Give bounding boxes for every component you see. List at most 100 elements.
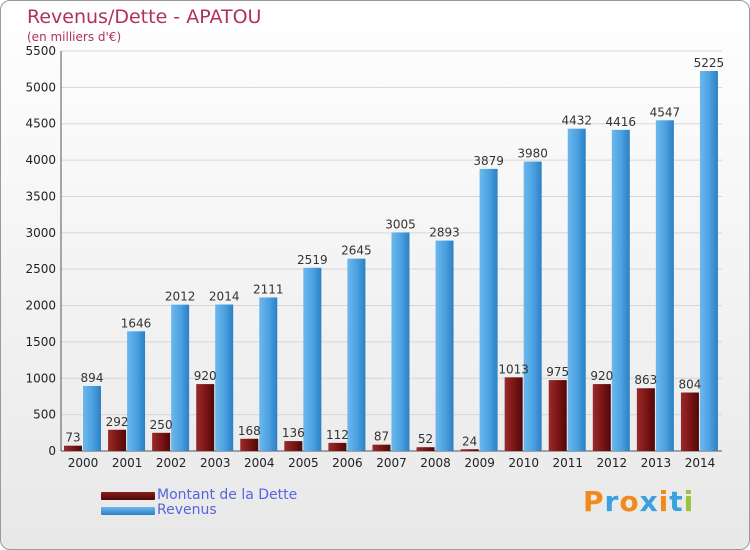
data-label-debt: 52 (418, 432, 433, 446)
bar-debt (328, 442, 347, 451)
y-tick-label: 3500 (25, 189, 56, 203)
data-label-debt: 804 (678, 378, 701, 392)
x-tick-label: 2008 (420, 456, 451, 470)
x-tick-label: 2002 (156, 456, 187, 470)
data-label-revenus: 2645 (341, 244, 372, 258)
bar-revenus (127, 331, 146, 451)
x-tick-label: 2012 (597, 456, 628, 470)
logo-letter: i (683, 485, 695, 518)
x-tick-label: 2013 (641, 456, 672, 470)
logo-letter: o (619, 485, 640, 518)
data-label-debt: 920 (194, 369, 217, 383)
y-tick-label: 4500 (25, 117, 56, 131)
data-label-debt: 73 (65, 431, 80, 445)
bar-debt (152, 432, 171, 451)
bar-revenus (83, 385, 101, 451)
bar-revenus (655, 120, 674, 452)
data-label-revenus: 4432 (561, 114, 592, 128)
data-label-revenus: 3879 (473, 154, 504, 168)
chart-subtitle: (en milliers d'€) (27, 30, 122, 44)
logo-letter: x (639, 485, 659, 518)
x-tick-label: 2001 (112, 456, 143, 470)
bar-revenus (523, 161, 542, 451)
x-tick-label: 2014 (685, 456, 716, 470)
y-tick-label: 2500 (25, 262, 56, 276)
bar-debt (196, 384, 215, 451)
data-label-revenus: 2012 (165, 290, 196, 304)
bar-debt (460, 449, 479, 451)
logo-letter: i (658, 485, 670, 518)
bar-revenus (611, 129, 630, 451)
bar-revenus (259, 297, 278, 451)
x-tick-label: 2004 (244, 456, 275, 470)
bar-revenus (479, 168, 498, 451)
y-tick-label: 2000 (25, 299, 56, 313)
data-label-debt: 1013 (498, 362, 529, 376)
proxiti-logo: Proxiti (583, 485, 694, 518)
y-tick-label: 5500 (25, 44, 56, 58)
data-label-debt: 292 (106, 415, 129, 429)
bar-debt (636, 388, 655, 451)
data-label-revenus: 5225 (694, 56, 725, 70)
y-tick-label: 500 (33, 408, 56, 422)
x-tick-label: 2011 (552, 456, 583, 470)
data-label-debt: 136 (282, 426, 305, 440)
data-label-debt: 112 (326, 428, 349, 442)
data-label-revenus: 2893 (429, 226, 460, 240)
logo-letter: r (604, 485, 620, 518)
data-label-revenus: 894 (81, 371, 104, 385)
data-label-debt: 920 (590, 369, 613, 383)
bar-debt (372, 444, 391, 451)
x-tick-label: 2009 (464, 456, 495, 470)
bar-revenus (303, 267, 322, 451)
bar-debt (64, 445, 82, 451)
bar-debt (240, 438, 259, 451)
x-tick-label: 2007 (376, 456, 407, 470)
logo-letter: P (583, 485, 605, 518)
data-label-debt: 24 (462, 434, 477, 448)
data-label-debt: 168 (238, 424, 261, 438)
legend-swatch-revenus (101, 507, 155, 515)
data-label-revenus: 4547 (650, 105, 681, 119)
bar-debt (108, 429, 127, 451)
y-tick-label: 5000 (25, 80, 56, 94)
x-tick-label: 2010 (508, 456, 539, 470)
bar-debt (504, 377, 523, 451)
data-label-revenus: 2014 (209, 290, 240, 304)
x-tick-label: 2003 (200, 456, 231, 470)
data-label-revenus: 3980 (517, 147, 548, 161)
data-label-debt: 87 (374, 430, 389, 444)
y-tick-label: 4000 (25, 153, 56, 167)
data-label-revenus: 3005 (385, 217, 416, 231)
x-tick-label: 2005 (288, 456, 319, 470)
data-label-revenus: 4416 (606, 115, 637, 129)
bar-revenus (699, 71, 718, 451)
logo-letter: t (669, 485, 684, 518)
bar-debt (284, 441, 303, 451)
bar-revenus (347, 258, 366, 451)
x-tick-label: 2006 (332, 456, 363, 470)
y-tick-label: 0 (48, 444, 56, 458)
chart-title: Revenus/Dette - APATOU (27, 6, 262, 28)
bar-debt (680, 392, 699, 451)
bar-revenus (171, 304, 190, 451)
data-label-debt: 863 (634, 373, 657, 387)
bar-revenus (391, 232, 410, 451)
data-label-debt: 250 (150, 418, 173, 432)
x-tick-label: 2000 (68, 456, 99, 470)
legend-swatch-debt (101, 492, 155, 500)
legend-label-revenus: Revenus (157, 502, 217, 518)
bar-debt (592, 384, 611, 451)
data-label-revenus: 2519 (297, 253, 328, 267)
bar-debt (548, 380, 567, 451)
bar-revenus (567, 128, 586, 451)
bar-revenus (215, 304, 234, 451)
data-label-debt: 975 (546, 365, 569, 379)
legend-label-debt: Montant de la Dette (157, 487, 298, 503)
y-tick-label: 1000 (25, 371, 56, 385)
y-tick-label: 3000 (25, 226, 56, 240)
data-label-revenus: 2111 (253, 282, 284, 296)
y-tick-label: 1500 (25, 335, 56, 349)
